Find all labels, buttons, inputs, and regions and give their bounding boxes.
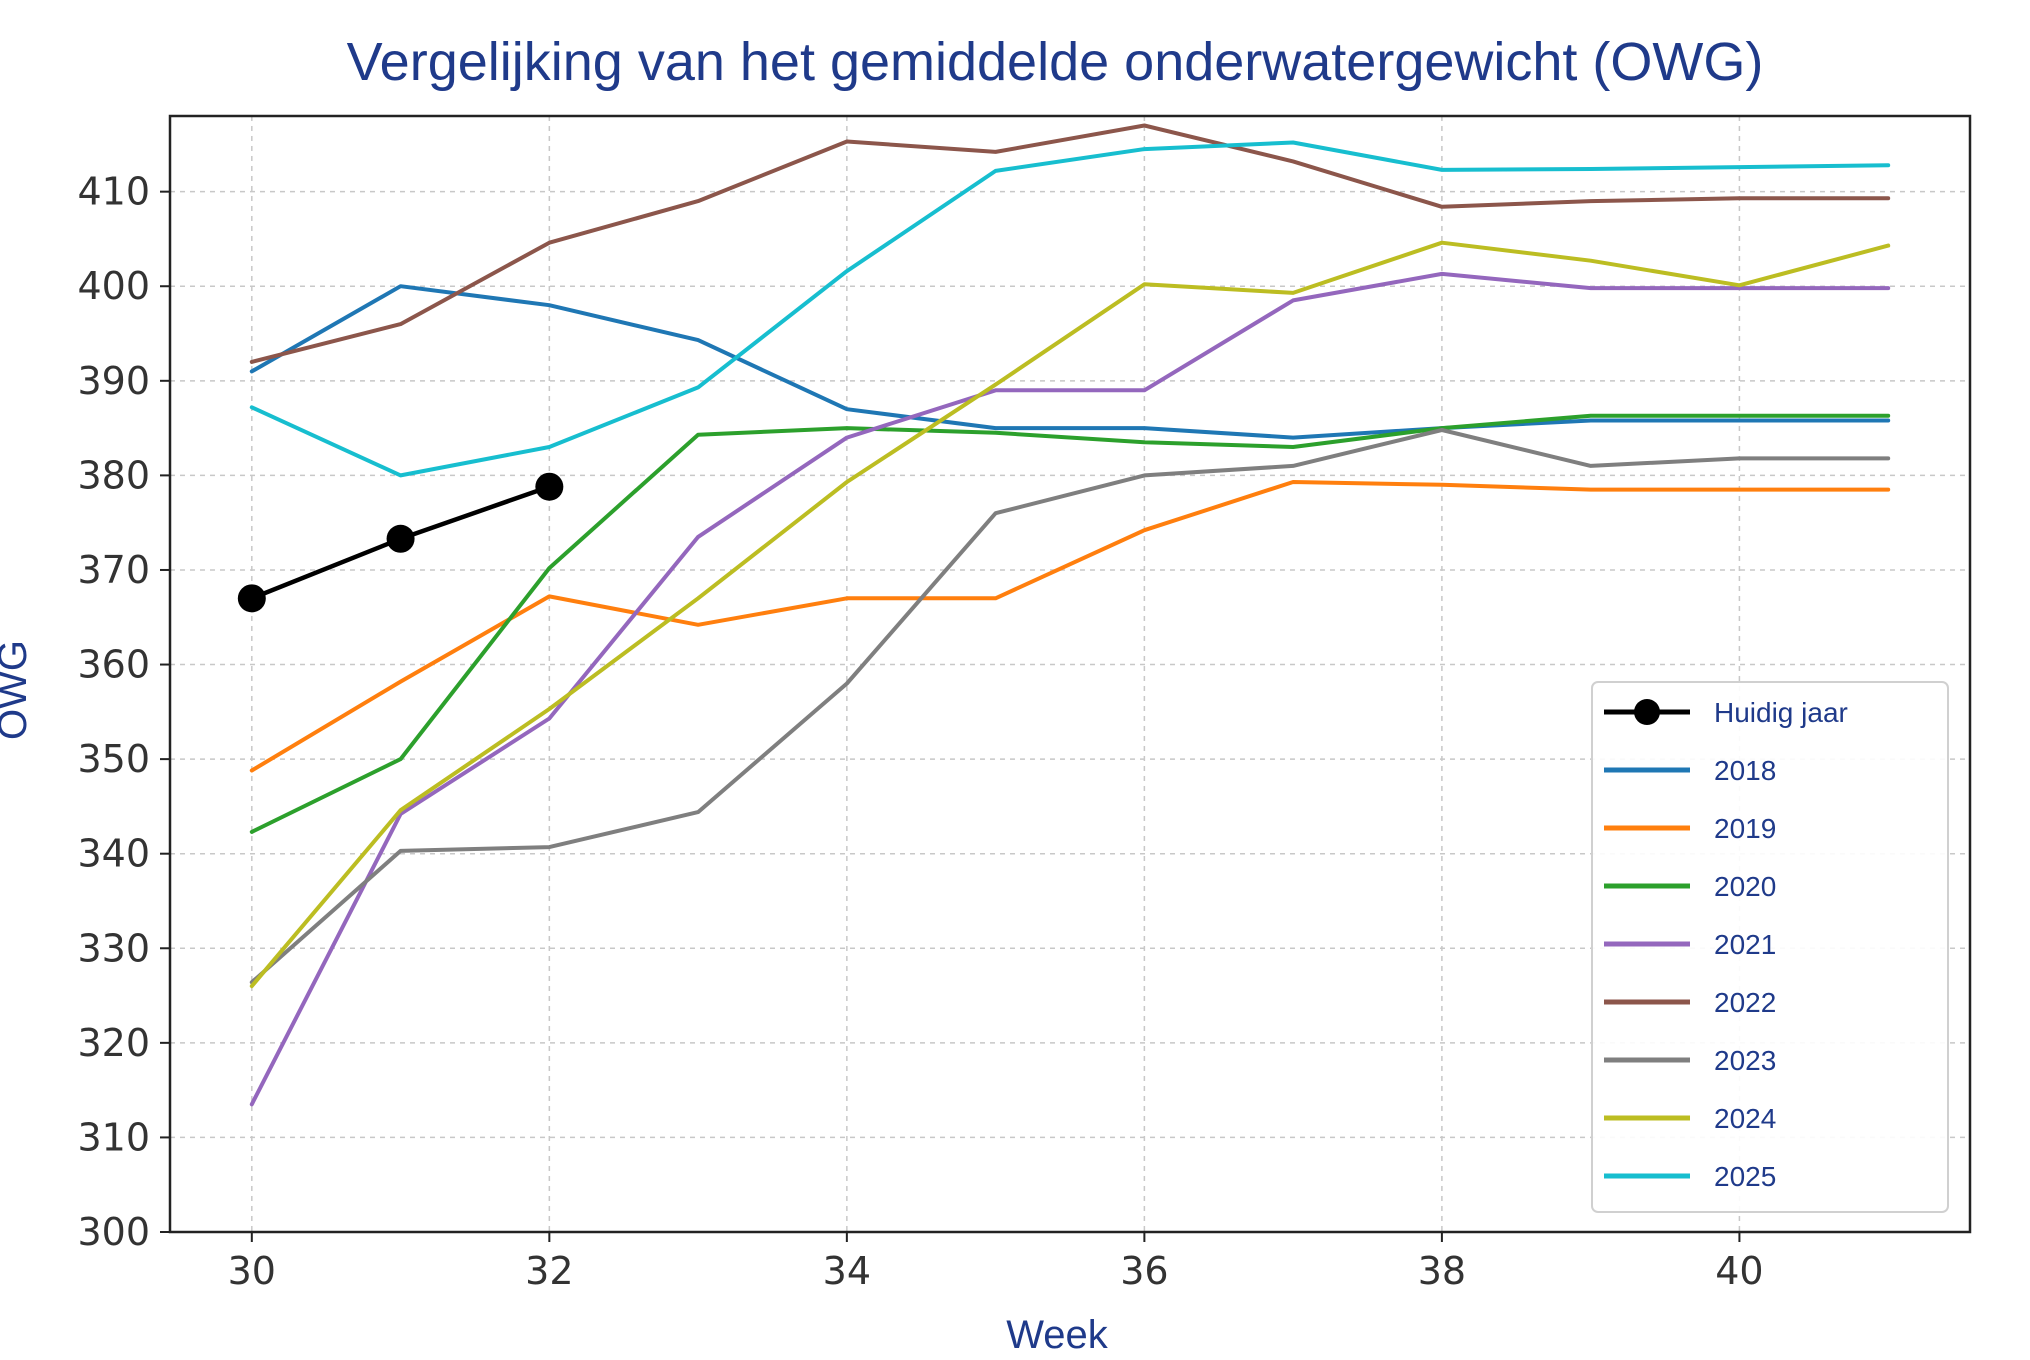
- legend-label-2025: 2025: [1714, 1161, 1776, 1192]
- series-line-2020: [249, 413, 1891, 834]
- series-line-2018: [249, 284, 1891, 440]
- y-tick-label: 340: [77, 832, 150, 876]
- series-line-2023: [249, 428, 1891, 985]
- legend-label-2018: 2018: [1714, 755, 1776, 786]
- y-tick-label: 320: [77, 1021, 150, 1065]
- series-line-2022: [249, 123, 1891, 364]
- legend-label-huidig-jaar: Huidig jaar: [1714, 697, 1848, 728]
- series-line-2021: [249, 271, 1891, 1107]
- x-axis-label: Week: [1006, 1313, 1109, 1357]
- legend-label-2022: 2022: [1714, 987, 1776, 1018]
- y-tick-label: 410: [77, 170, 150, 214]
- x-tick-label: 36: [1120, 1249, 1168, 1293]
- x-tick-label: 40: [1715, 1249, 1763, 1293]
- x-tick-label: 32: [525, 1249, 573, 1293]
- series-line-2019: [249, 480, 1891, 773]
- y-tick-label: 350: [77, 737, 150, 781]
- y-tick-label: 390: [77, 359, 150, 403]
- data-point-huidig-jaar: [386, 524, 415, 553]
- legend-label-2021: 2021: [1714, 929, 1776, 960]
- y-tick-label: 370: [77, 548, 150, 592]
- legend-label-2024: 2024: [1714, 1103, 1776, 1134]
- series-line-2024: [249, 240, 1891, 989]
- series-line-2025: [249, 140, 1891, 478]
- y-tick-label: 400: [77, 264, 150, 308]
- series-lines: [237, 123, 1891, 1107]
- y-axis-label: OWG: [0, 640, 35, 740]
- x-tick-label: 34: [823, 1249, 871, 1293]
- x-tick-label: 38: [1418, 1249, 1466, 1293]
- y-tick-label: 360: [77, 643, 150, 687]
- data-point-huidig-jaar: [237, 584, 266, 613]
- y-tick-label: 380: [77, 453, 150, 497]
- y-tick-label: 310: [77, 1115, 150, 1159]
- x-tick-label: 30: [228, 1249, 276, 1293]
- chart-title: Vergelijking van het gemiddelde onderwat…: [347, 32, 1764, 92]
- legend: Huidig jaar 2018 2019 2020 2021 2022 2023 2024 2…: [1591, 681, 1949, 1213]
- legend-label-2019: 2019: [1714, 813, 1776, 844]
- axes: 300 310 320 330 340 350 360 370 380 390 400 410 30 32…: [77, 114, 1972, 1293]
- y-tick-label: 300: [77, 1210, 150, 1254]
- legend-label-2023: 2023: [1714, 1045, 1776, 1076]
- legend-label-2020: 2020: [1714, 871, 1776, 902]
- y-tick-label: 330: [77, 926, 150, 970]
- data-point-huidig-jaar: [535, 472, 564, 501]
- legend-marker-huidig-jaar: [1634, 699, 1660, 725]
- legend-box: [1591, 681, 1949, 1213]
- plot-frame: [168, 114, 1972, 1234]
